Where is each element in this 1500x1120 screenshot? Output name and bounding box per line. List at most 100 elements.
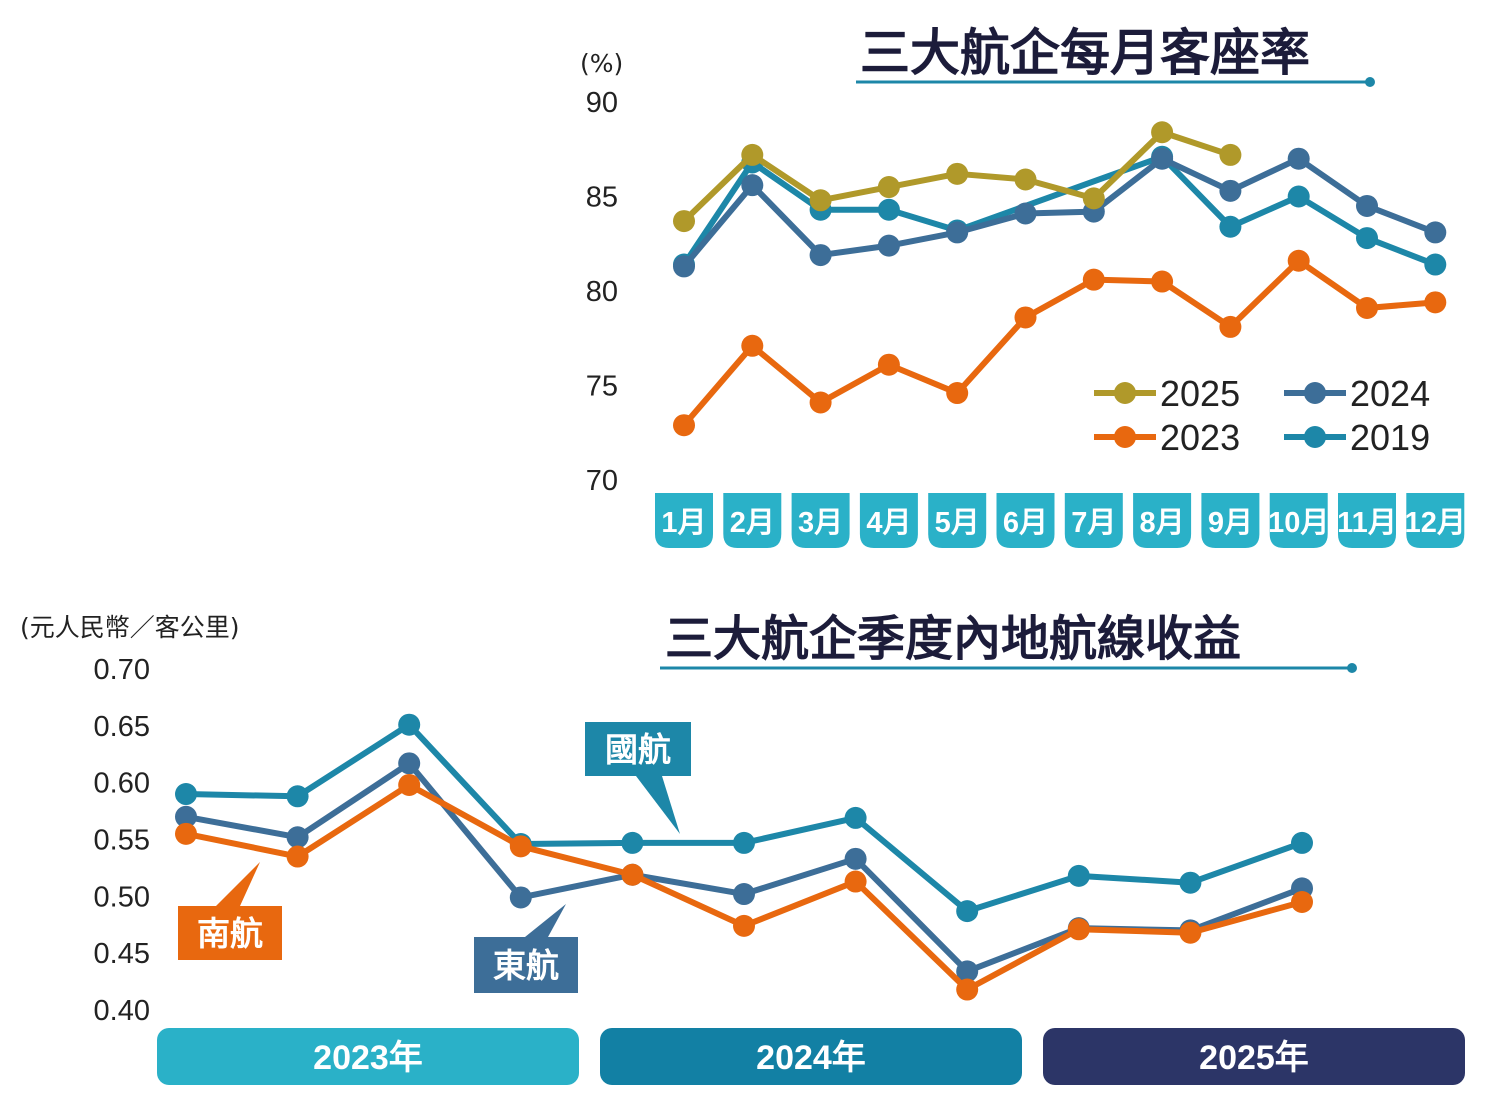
data-point-國航	[1179, 871, 1202, 894]
legend-label: 2025	[1160, 373, 1240, 414]
month-label: 11月	[1337, 507, 1397, 539]
year-band-bg	[600, 1028, 1022, 1085]
series-南航	[175, 773, 1313, 1001]
data-point-2024	[1151, 147, 1174, 170]
data-point-2023	[741, 334, 764, 357]
month-label: 2月	[730, 507, 775, 539]
legend-label: 2023	[1160, 417, 1240, 458]
series-line-2023	[681, 257, 1436, 428]
callout-label: 國航	[605, 730, 671, 769]
data-point-2025	[1219, 143, 1242, 166]
data-point-2024	[1014, 202, 1037, 225]
month-tab: 8月	[1133, 493, 1192, 548]
series-line-2024	[681, 155, 1437, 269]
series-lines	[175, 713, 1313, 1001]
data-point-東航	[175, 805, 197, 828]
chart-title: 三大航企每月客座率	[860, 24, 1310, 82]
month-label: 8月	[1140, 507, 1185, 539]
month-tab: 4月	[859, 493, 918, 548]
data-point-2019	[1356, 227, 1378, 250]
legend-label: 2019	[1350, 417, 1430, 458]
data-point-2023	[946, 382, 969, 405]
data-point-2024	[1287, 147, 1310, 170]
data-point-2019	[1219, 215, 1242, 238]
y-tick-label: 0.60	[94, 768, 150, 800]
month-tab-bg	[996, 493, 1055, 548]
chart-title: 三大航企季度內地航線收益	[665, 611, 1241, 667]
y-tick-label: 70	[586, 465, 618, 497]
year-band-bg	[157, 1028, 579, 1085]
month-tab-bg	[723, 493, 782, 548]
month-tab: 6月	[996, 493, 1055, 548]
data-point-2025	[741, 143, 764, 166]
data-point-國航	[175, 783, 197, 806]
month-tab-bg	[1338, 493, 1396, 548]
month-tab-bg	[1201, 493, 1260, 548]
month-axis: 1月 2月 3月 4月 5月 6月 7月 8月 9月 10月 11月 12月	[655, 493, 1466, 548]
data-point-國航	[1067, 864, 1090, 887]
data-point-南航	[1067, 918, 1090, 941]
data-point-2024	[741, 174, 764, 197]
data-point-2025	[877, 176, 900, 199]
year-band-bg	[1043, 1028, 1465, 1085]
year-band: 2025年	[1043, 1028, 1465, 1085]
data-point-國航	[398, 713, 421, 736]
data-point-東航	[286, 826, 309, 849]
data-point-國航	[956, 900, 979, 923]
month-tab: 2月	[723, 493, 782, 548]
callout-pointer	[636, 776, 680, 834]
data-point-南航	[286, 845, 309, 868]
legend: 2025 2024 2023 2019	[1094, 373, 1430, 458]
data-point-2025	[1151, 121, 1174, 144]
callout-box	[474, 937, 578, 993]
month-label: 3月	[798, 507, 843, 539]
callout-label: 東航	[493, 946, 559, 985]
y-axis-ticks: 90 85 80 75 70	[586, 87, 618, 497]
y-tick-label: 80	[586, 276, 618, 308]
y-tick-label: 85	[586, 182, 618, 214]
month-tab-bg	[859, 493, 918, 548]
legend-label: 2024	[1350, 373, 1430, 414]
callout-東航: 東航	[474, 937, 578, 993]
month-label: 1月	[661, 507, 706, 539]
data-point-2025	[1014, 168, 1037, 191]
month-tab-bg	[1064, 493, 1123, 548]
data-point-2023	[1287, 249, 1310, 272]
legend-swatch-dot	[1304, 382, 1326, 404]
y-tick-label: 90	[586, 87, 618, 119]
callout-box	[585, 722, 691, 776]
data-point-南航	[844, 870, 867, 893]
data-point-東航	[844, 847, 867, 870]
series-lines	[673, 121, 1447, 437]
year-band: 2023年	[157, 1028, 579, 1085]
year-label: 2024年	[756, 1039, 866, 1077]
data-point-南航	[956, 978, 979, 1001]
callout-南航: 南航	[178, 906, 282, 960]
month-tab-bg	[1269, 493, 1328, 548]
month-tab: 3月	[791, 493, 850, 548]
callout-label: 南航	[197, 914, 263, 953]
quarterly-yield-chart: 三大航企季度內地航線收益 (元人民幣／客公里) 0.70 0.65 0.60 0.55…	[20, 611, 1465, 1085]
data-point-2019	[1424, 253, 1447, 276]
data-point-2019	[1287, 185, 1310, 208]
data-point-南航	[1179, 921, 1202, 944]
data-point-2019	[877, 198, 900, 221]
data-point-南航	[1291, 891, 1313, 914]
year-label: 2023年	[313, 1039, 423, 1077]
year-axis: 2023年 2024年 2025年	[157, 1028, 1465, 1085]
y-tick-label: 0.40	[94, 995, 150, 1027]
data-point-東航	[398, 752, 421, 775]
callout-pointer	[216, 862, 260, 906]
month-tab-bg	[655, 493, 713, 548]
data-point-南航	[733, 914, 755, 937]
data-point-國航	[1291, 831, 1313, 854]
data-point-2023	[1082, 268, 1105, 291]
month-tab: 9月	[1201, 493, 1260, 548]
month-tab: 11月	[1337, 493, 1397, 548]
legend-swatch-dot	[1114, 382, 1136, 404]
data-point-2023	[1356, 297, 1378, 320]
data-point-2024	[1424, 221, 1447, 244]
callout-pointers	[216, 776, 680, 937]
month-tab: 1月	[655, 493, 713, 548]
